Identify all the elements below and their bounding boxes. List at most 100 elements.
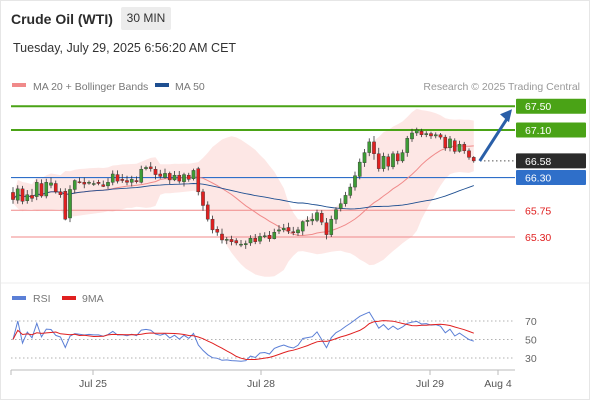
- candle-body: [315, 212, 319, 221]
- rsi-panel: 70 50 30: [11, 311, 537, 365]
- candle-body: [210, 218, 215, 231]
- candle-body: [196, 168, 201, 193]
- candle-body: [248, 237, 253, 244]
- header-bar: Crude Oil (WTI) 30 MIN: [0, 0, 590, 36]
- legend-ma20: MA 20 + Bollinger Bands: [33, 81, 148, 93]
- candle-body: [381, 155, 386, 169]
- candle-body: [72, 180, 77, 190]
- candle-body: [15, 188, 20, 201]
- pivot-label: 66.30: [525, 173, 551, 185]
- x-tick-label: Aug 4: [484, 378, 512, 390]
- support-label: 65.75: [525, 205, 551, 217]
- ma9-swatch: [62, 296, 76, 300]
- candle-body: [324, 222, 329, 235]
- legend-ma50: MA 50: [175, 81, 205, 93]
- last-price-label: 66.58: [525, 156, 551, 168]
- candle-body: [291, 231, 296, 234]
- candle-body: [201, 191, 205, 206]
- candle-body: [438, 134, 443, 138]
- candle-body: [310, 218, 315, 222]
- candle-body: [262, 235, 267, 238]
- candle-body: [357, 161, 362, 177]
- candle-body: [110, 173, 115, 183]
- timeframe-button[interactable]: 30 MIN: [121, 7, 171, 30]
- candle-body: [224, 239, 229, 241]
- resistance-tag: [516, 98, 586, 114]
- candle-body: [129, 179, 134, 183]
- candle-body: [139, 169, 144, 183]
- candle-body: [101, 184, 106, 187]
- candle-body: [372, 141, 376, 154]
- candle-body: [125, 180, 129, 183]
- candle-body: [44, 182, 49, 197]
- candle-body: [115, 174, 120, 182]
- x-tick-label: Jul 25: [79, 378, 107, 390]
- candle-body: [424, 133, 429, 135]
- candle-body: [205, 204, 210, 220]
- candle-body: [334, 209, 338, 220]
- credit-text: Research © 2025 Trading Central: [423, 81, 580, 93]
- candle-body: [182, 174, 186, 182]
- candle-body: [296, 229, 300, 234]
- candle-body: [82, 182, 87, 185]
- candle-body: [362, 152, 367, 163]
- x-tick-label: Jul 28: [247, 378, 275, 390]
- candle-body: [433, 134, 438, 137]
- candlesticks: [11, 127, 476, 249]
- candle-body: [58, 191, 63, 195]
- candle-body: [39, 183, 44, 197]
- candle-body: [163, 173, 167, 178]
- candle-body: [91, 183, 96, 185]
- candle-body: [395, 153, 400, 162]
- candle-body: [49, 182, 53, 186]
- candle-body: [258, 236, 262, 242]
- ma50-swatch: [155, 83, 169, 87]
- last-price-tag: [516, 153, 586, 169]
- candle-body: [272, 232, 277, 239]
- candle-body: [229, 239, 234, 242]
- candle-body: [134, 180, 139, 182]
- candle-body: [457, 144, 462, 152]
- rsi-level-label: 70: [525, 316, 537, 328]
- candle-body: [25, 194, 30, 201]
- rsi-level-label: 50: [525, 335, 537, 347]
- candle-body: [429, 133, 433, 137]
- candle-body: [243, 243, 248, 245]
- candle-body: [391, 153, 395, 168]
- pivot-tag: [516, 170, 586, 186]
- candle-body: [11, 192, 15, 200]
- forecast-arrow-shaft: [478, 116, 510, 162]
- candle-body: [158, 173, 163, 177]
- forecast-arrow-head: [500, 109, 512, 123]
- rsi-level-label: 30: [525, 353, 537, 365]
- candle-body: [376, 153, 381, 169]
- candle-body: [286, 227, 291, 232]
- candle-body: [367, 141, 372, 153]
- candle-body: [220, 233, 224, 241]
- candle-body: [405, 138, 410, 153]
- candle-body: [400, 152, 405, 162]
- x-axis-ticks: Jul 25 Jul 28 Jul 29 Aug 4: [10, 370, 512, 390]
- candle-body: [167, 173, 172, 181]
- resistance-tag: [516, 122, 586, 138]
- candle-body: [277, 229, 281, 232]
- ma50-line: [12, 183, 474, 210]
- candle-body: [30, 195, 34, 199]
- candle-body: [410, 132, 414, 140]
- ma20-swatch: [12, 83, 26, 87]
- candle-body: [239, 243, 243, 246]
- candle-body: [172, 174, 177, 181]
- candle-body: [144, 167, 148, 169]
- candle-body: [87, 182, 91, 184]
- candle-body: [186, 174, 191, 180]
- candle-body: [329, 218, 334, 235]
- timestamp: Tuesday, July 29, 2025 6:56:20 AM CET: [13, 41, 237, 55]
- candle-body: [63, 191, 68, 220]
- rsi-line: [12, 311, 474, 362]
- candle-body: [34, 182, 39, 197]
- rsi-ma9-line: [12, 320, 474, 360]
- candle-body: [20, 188, 25, 202]
- moving-averages: [12, 145, 474, 237]
- candle-body: [300, 221, 305, 232]
